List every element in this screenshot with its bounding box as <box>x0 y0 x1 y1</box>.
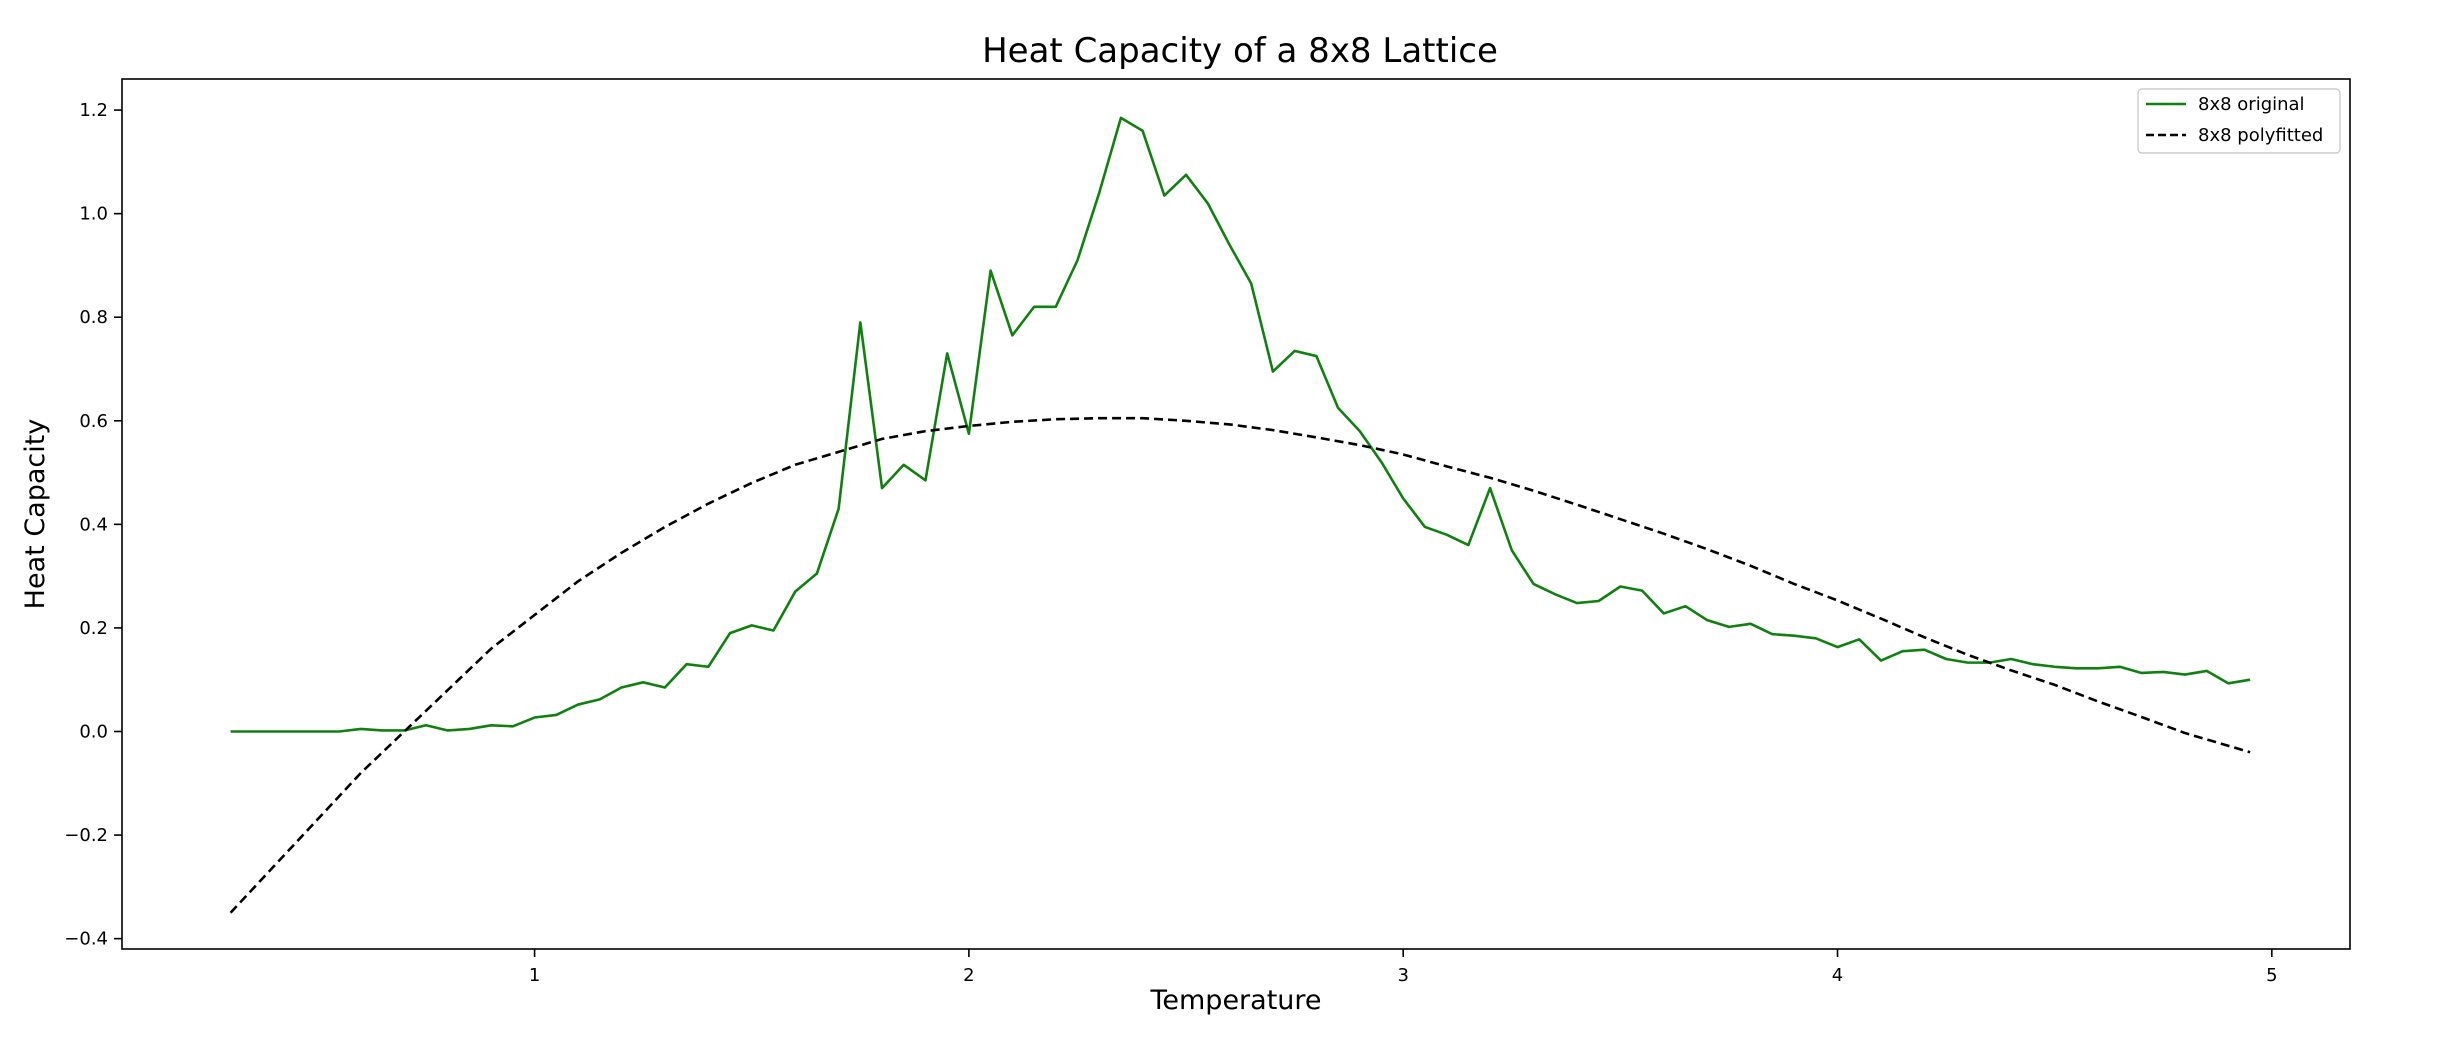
y-tick-label: −0.4 <box>64 929 108 950</box>
legend-label-polyfitted: 8x8 polyfitted <box>2198 125 2323 146</box>
x-tick-label: 1 <box>529 965 540 986</box>
x-tick-label: 2 <box>963 965 974 986</box>
x-axis-ticks: 1 2 3 4 5 <box>529 949 2278 986</box>
series-line-original <box>230 116 2251 733</box>
chart-title: Heat Capacity of a 8x8 Lattice <box>982 31 1498 71</box>
x-axis-title: Temperature <box>1149 985 1321 1016</box>
y-tick-label: 0.8 <box>79 307 108 328</box>
x-tick-label: 3 <box>1397 965 1408 986</box>
y-tick-label: −0.2 <box>64 825 108 846</box>
y-tick-label: 0.0 <box>79 722 108 743</box>
x-tick-label: 5 <box>2266 965 2277 986</box>
y-tick-label: 1.2 <box>79 100 108 121</box>
y-tick-label: 0.4 <box>79 514 108 535</box>
plot-series <box>229 116 2251 914</box>
legend-box <box>2137 88 2341 154</box>
legend-label-original: 8x8 original <box>2198 94 2305 115</box>
plot-frame <box>121 78 2351 950</box>
y-axis-ticks: −0.4 −0.2 0.0 0.2 0.4 0.6 0.8 1.0 1.2 <box>64 100 122 950</box>
y-tick-label: 0.2 <box>79 618 108 639</box>
series-line-polyfitted <box>229 416 2251 914</box>
legend: 8x8 original 8x8 polyfitted <box>2137 88 2341 154</box>
x-tick-label: 4 <box>1832 965 1843 986</box>
y-tick-label: 1.0 <box>79 204 108 225</box>
y-axis-title: Heat Capacity <box>20 419 51 610</box>
y-tick-label: 0.6 <box>79 411 108 432</box>
